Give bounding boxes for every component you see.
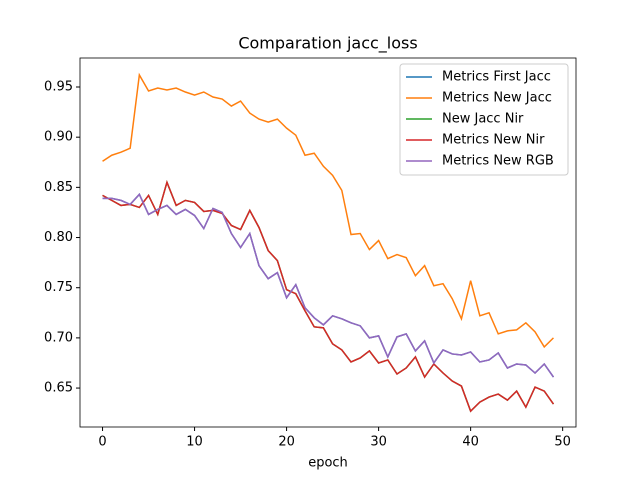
plot-frame xyxy=(79,57,577,428)
x-tick-label: 40 xyxy=(462,435,479,450)
x-axis-label: epoch xyxy=(308,456,348,471)
x-tick-label: 0 xyxy=(98,435,106,450)
x-tick-label: 50 xyxy=(554,435,571,450)
legend-box xyxy=(399,63,569,176)
y-tick-label: 0.80 xyxy=(44,230,73,245)
y-tick-label: 0.85 xyxy=(44,180,73,195)
line xyxy=(102,193,555,378)
y-tick-label: 0.75 xyxy=(44,280,73,295)
y-tick-label: 0.70 xyxy=(44,330,73,345)
chart-title: Comparation jacc_loss xyxy=(238,34,417,54)
legend-label: Metrics New Nir xyxy=(442,133,545,148)
line xyxy=(102,180,555,413)
legend-label: Metrics New Jacc xyxy=(442,91,552,106)
x-tick-label: 20 xyxy=(278,435,295,450)
y-tick-label: 0.65 xyxy=(44,381,73,396)
line xyxy=(102,72,554,349)
legend-label: Metrics First Jacc xyxy=(442,70,551,85)
y-tick-label: 0.95 xyxy=(44,80,73,95)
x-tick-label: 10 xyxy=(186,435,203,450)
legend-label: Metrics New RGB xyxy=(442,154,554,169)
y-tick-label: 0.90 xyxy=(44,130,73,145)
legend-label: New Jacc Nir xyxy=(442,112,524,127)
x-tick-label: 30 xyxy=(370,435,387,450)
